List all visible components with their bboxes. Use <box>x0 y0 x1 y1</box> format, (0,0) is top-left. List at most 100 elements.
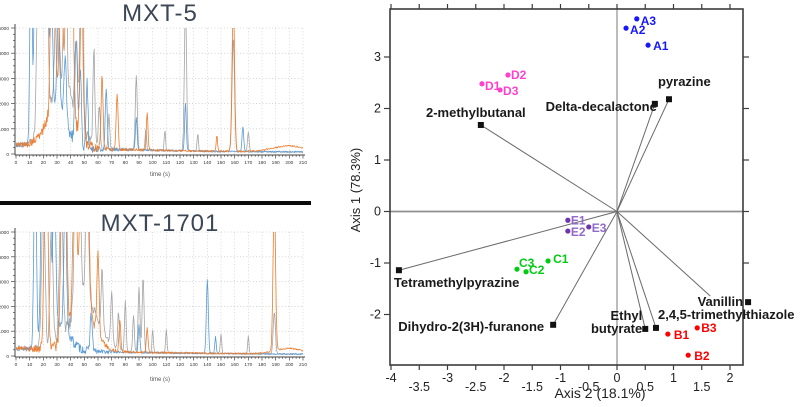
x-tick-label: 50 <box>82 160 88 166</box>
pca-frame <box>389 8 744 366</box>
sample-point-c1 <box>545 258 551 264</box>
sample-point-e2 <box>565 228 571 234</box>
sample-point-a1 <box>645 42 651 48</box>
sample-label-b3: B3 <box>701 321 717 335</box>
loading-line-2-methylbutanal <box>480 124 618 212</box>
x-tick-label: 160 <box>231 160 239 166</box>
x-tick-label: 90 <box>136 160 142 166</box>
x-tick-label: 10 <box>27 362 33 368</box>
trace-gray <box>16 232 303 355</box>
y-tick-label: 1 <box>374 153 381 167</box>
loading-line-vanillin <box>616 211 711 297</box>
x-tick-label: 70 <box>109 160 115 166</box>
sample-label-c3: C3 <box>519 256 535 270</box>
loading-marker-dihydro-2-3h-furanone <box>550 321 557 328</box>
x-tick-label: 20 <box>41 362 47 368</box>
loading-marker-2-4-5-trimethylthiazole <box>652 324 659 331</box>
trace-blue <box>16 28 303 153</box>
sample-label-e1: E1 <box>571 213 586 227</box>
loading-line-ethyl-butyrate <box>616 211 646 330</box>
chromatogram-title-mxt5: MXT-5 <box>122 0 198 27</box>
x-tick-label: 100 <box>149 362 157 368</box>
y-tick-label: 3000 <box>0 76 9 82</box>
sample-point-a2 <box>623 25 629 31</box>
x-tick-label: 0 <box>614 371 621 385</box>
chromatogram-title-mxt1701: MXT-1701 <box>100 210 220 237</box>
sample-point-b2 <box>685 352 691 358</box>
trace-gray <box>16 28 303 154</box>
x-tick-label: -1 <box>555 371 566 385</box>
sample-point-e3 <box>586 224 592 230</box>
x-tick-label: 180 <box>258 362 266 368</box>
x-tick-label: 210 <box>299 160 307 166</box>
x-tick-label: 100 <box>149 160 157 166</box>
x-tick-label: -1.5 <box>521 380 543 394</box>
loading-label-pyrazine: pyrazine <box>658 74 711 89</box>
sample-label-d2: D2 <box>511 68 527 82</box>
sample-point-d2 <box>505 72 511 78</box>
trace-group <box>16 232 303 355</box>
x-tick-label: 150 <box>217 362 225 368</box>
y-tick-label: 4000 <box>0 255 9 261</box>
pca-biplot: -4 -3.5 -3 -2.5 -2 -1.5 -1 -0.5 0 0.5 1 1.5 2 -2 -1 0 1 2… <box>330 0 800 407</box>
x-tick-label: 170 <box>244 160 252 166</box>
chromatogram-x-axis-label: time (s) <box>150 377 170 383</box>
x-tick-label: 200 <box>285 362 293 368</box>
y-tick-label: 3000 <box>0 280 9 286</box>
loading-marker-ethyl-butyrate <box>642 325 649 332</box>
loading-label-vanillin: Vanillin <box>698 294 744 309</box>
sample-label-c1: C1 <box>553 252 569 266</box>
x-tick-label: 60 <box>95 362 101 368</box>
x-tick-label: 80 <box>123 160 129 166</box>
x-tick-label: 1 <box>670 371 677 385</box>
sample-label-e2: E2 <box>571 225 586 239</box>
loading-label-ethyl-butyrate: butyrate <box>591 321 642 336</box>
x-tick-label: 50 <box>82 362 88 368</box>
x-tick-label: -2 <box>498 371 509 385</box>
x-tick-label: 200 <box>285 160 293 166</box>
sample-point-a3 <box>634 16 640 22</box>
loading-label-delta-decalactone: Delta-decalactone <box>546 99 657 114</box>
pca-x-axis-label: Axis 2 (18.1%) <box>554 385 646 401</box>
x-tick-label: 90 <box>136 362 142 368</box>
pca-y-axis-label: Axis 1 (78.3%) <box>348 147 363 233</box>
sample-label-a3: A3 <box>641 14 657 28</box>
sample-point-c3 <box>514 266 520 272</box>
x-tick-label: 130 <box>190 160 198 166</box>
x-tick-label: -0.5 <box>578 380 600 394</box>
x-tick-label: 0.5 <box>637 380 654 394</box>
y-tick-label: 2000 <box>0 102 9 108</box>
x-tick-label: -4 <box>385 371 396 385</box>
x-tick-label: 210 <box>299 362 307 368</box>
loading-label-dihydro-2-3h-furanone: Dihydro-2(3H)-furanone <box>398 319 544 334</box>
x-tick-label: 120 <box>176 160 184 166</box>
trace-orange <box>16 232 303 355</box>
loading-marker-delta-decalactone <box>651 100 658 107</box>
loading-line-tetramethylpyrazine <box>398 211 618 271</box>
x-tick-label: 0 <box>15 362 18 368</box>
loading-marker-vanillin <box>745 299 752 306</box>
sample-label-d1: D1 <box>485 79 501 93</box>
x-tick-label: 30 <box>54 160 60 166</box>
chromatogram-x-axis-label: time (s) <box>150 172 170 178</box>
y-tick-label: 0 <box>6 152 9 158</box>
sample-point-b3 <box>694 325 700 331</box>
x-tick-label: 70 <box>109 362 115 368</box>
sample-point-d3 <box>497 87 503 93</box>
x-tick-label: 190 <box>272 362 280 368</box>
loading-label-2-methylbutanal: 2-methylbutanal <box>426 105 526 120</box>
x-tick-label: -2.5 <box>465 380 487 394</box>
y-tick-label: 2 <box>374 102 381 116</box>
loading-marker-tetramethylpyrazine <box>395 267 402 274</box>
loading-label-tetramethylpyrazine: Tetramethylpyrazine <box>394 275 519 290</box>
sample-label-e3: E3 <box>592 221 607 235</box>
sample-label-b2: B2 <box>694 349 710 363</box>
sample-label-b1: B1 <box>674 328 690 342</box>
y-tick-label: 4000 <box>0 51 9 57</box>
x-tick-label: 180 <box>258 160 266 166</box>
x-tick-label: 20 <box>41 160 47 166</box>
